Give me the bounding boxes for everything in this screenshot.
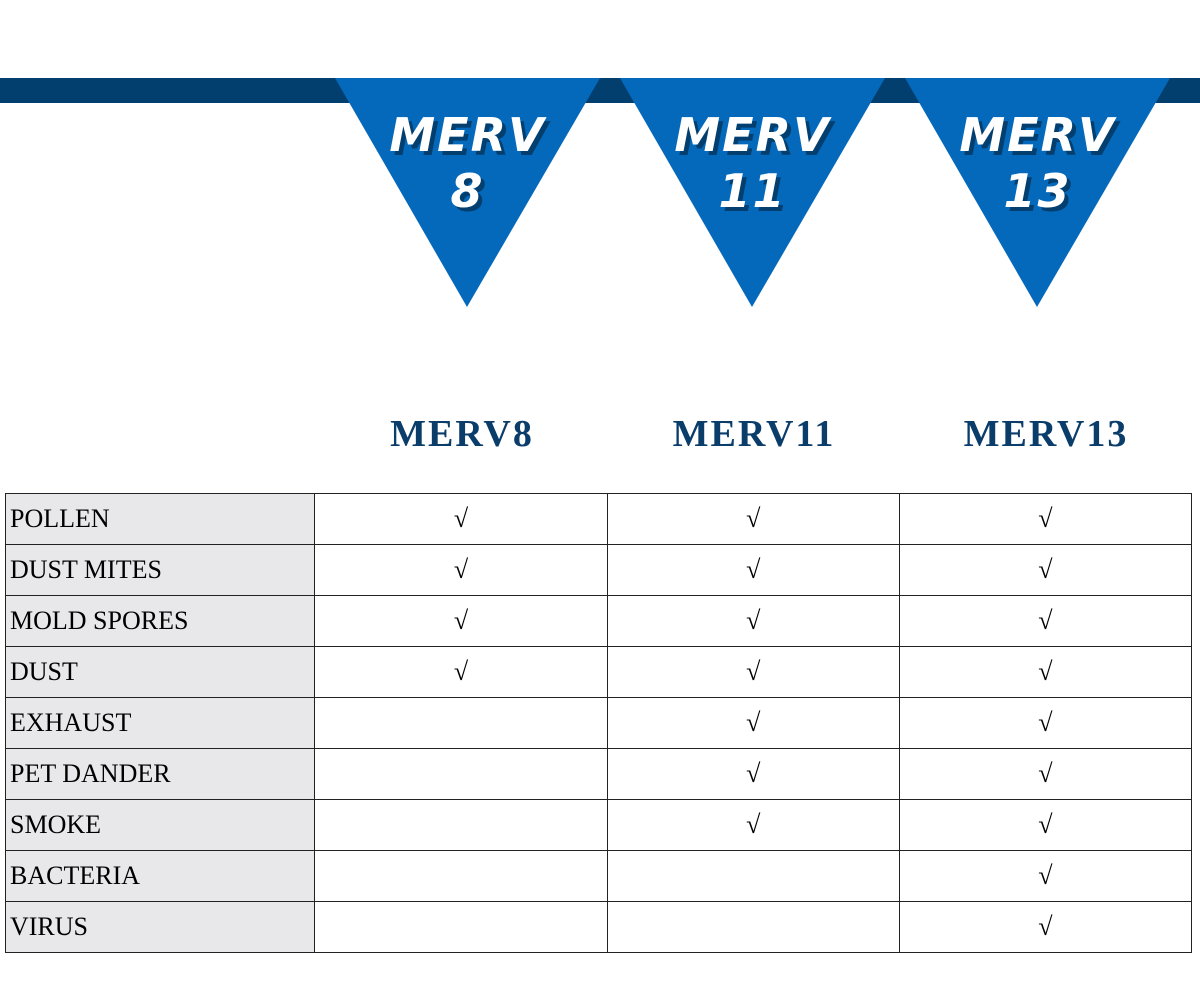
check-icon: √ (453, 657, 469, 686)
triangle-shape (905, 78, 1170, 307)
table-row: POLLEN √ √ √ (4, 493, 1193, 545)
merv-banner: MERV 8 (335, 78, 600, 308)
row-label: SMOKE (4, 799, 316, 851)
banner-line1: MERV (674, 108, 831, 162)
check-icon: √ (1038, 810, 1053, 839)
check-cell: √ (898, 901, 1193, 953)
check-cell: √ (606, 799, 900, 851)
table-row: BACTERIA √ (4, 850, 1193, 902)
triangle-shape (620, 78, 885, 307)
merv-banner: MERV 11 (620, 78, 885, 308)
table-row: EXHAUST √ √ (4, 697, 1193, 749)
check-cell (314, 901, 608, 953)
filter-comparison-table: POLLEN √ √ √ DUST MITES √ √ √ MOLD SPORES √ √ √ DUST… (4, 493, 1193, 953)
check-cell: √ (314, 544, 608, 596)
check-icon: √ (746, 657, 761, 686)
check-icon: √ (453, 606, 469, 635)
check-cell: √ (898, 646, 1193, 698)
check-cell: √ (314, 595, 608, 647)
check-cell: √ (606, 544, 900, 596)
check-cell: √ (898, 493, 1193, 545)
check-icon: √ (453, 555, 469, 584)
check-icon: √ (453, 504, 469, 533)
check-cell: √ (898, 748, 1193, 800)
banner-line1: MERV (389, 108, 546, 162)
banner-line2: 13 (1003, 164, 1072, 218)
row-label: POLLEN (4, 493, 316, 545)
check-icon: √ (1038, 504, 1053, 533)
column-heading: MERV13 (963, 413, 1129, 455)
check-cell: √ (898, 697, 1193, 749)
row-label: DUST MITES (4, 544, 316, 596)
check-cell (314, 748, 608, 800)
check-cell: √ (314, 646, 608, 698)
check-icon: √ (746, 810, 761, 839)
check-cell: √ (314, 493, 608, 545)
check-icon: √ (1038, 555, 1053, 584)
check-cell (314, 697, 608, 749)
merv-banner: MERV 13 (905, 78, 1170, 308)
banner-line2: 8 (450, 164, 485, 218)
check-cell: √ (606, 646, 900, 698)
check-icon: √ (746, 606, 761, 635)
check-icon: √ (1038, 657, 1053, 686)
table-row: DUST MITES √ √ √ (4, 544, 1193, 596)
check-icon: √ (1038, 708, 1053, 737)
check-cell: √ (606, 493, 900, 545)
check-icon: √ (746, 504, 761, 533)
table-row: MOLD SPORES √ √ √ (4, 595, 1193, 647)
row-label: MOLD SPORES (4, 595, 316, 647)
check-cell: √ (898, 595, 1193, 647)
check-cell (606, 850, 900, 902)
check-cell: √ (898, 799, 1193, 851)
table-row: VIRUS √ (4, 901, 1193, 953)
check-cell (314, 799, 608, 851)
column-heading: MERV8 (390, 413, 534, 455)
check-cell (314, 850, 608, 902)
row-label: DUST (4, 646, 316, 698)
check-icon: √ (1038, 861, 1053, 890)
check-cell: √ (606, 697, 900, 749)
banner-line2: 11 (718, 164, 787, 218)
check-icon: √ (746, 555, 761, 584)
table-row: DUST √ √ √ (4, 646, 1193, 698)
row-label: VIRUS (4, 901, 316, 953)
check-icon: √ (746, 759, 761, 788)
check-cell: √ (898, 850, 1193, 902)
banner-line1: MERV (959, 108, 1116, 162)
check-cell (606, 901, 900, 953)
check-cell: √ (898, 544, 1193, 596)
check-icon: √ (1038, 606, 1053, 635)
check-cell: √ (606, 595, 900, 647)
check-icon: √ (1038, 759, 1053, 788)
check-icon: √ (746, 708, 761, 737)
row-label: PET DANDER (4, 748, 316, 800)
triangle-shape (335, 78, 600, 307)
row-label: BACTERIA (4, 850, 316, 902)
check-icon: √ (1038, 912, 1053, 941)
table-row: SMOKE √ √ (4, 799, 1193, 851)
column-heading: MERV11 (672, 413, 836, 455)
check-cell: √ (606, 748, 900, 800)
row-label: EXHAUST (4, 697, 316, 749)
table-row: PET DANDER √ √ (4, 748, 1193, 800)
